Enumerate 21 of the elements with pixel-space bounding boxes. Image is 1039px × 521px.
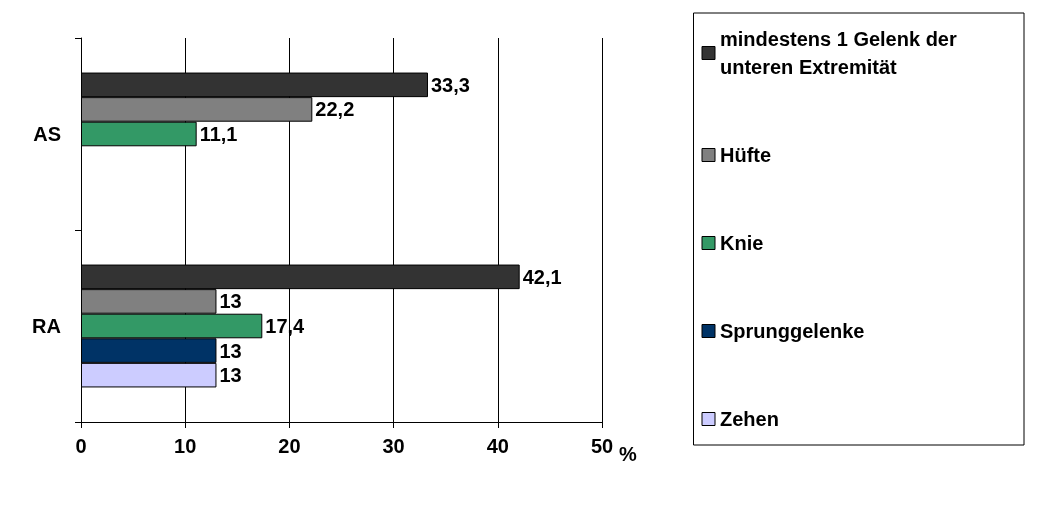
y-tick-label: RA [32, 315, 61, 337]
legend-label: Hüfte [720, 144, 772, 166]
data-label: 33,3 [430, 73, 470, 96]
data-label: 13 [219, 290, 242, 313]
legend-label: Sprunggelenke [720, 320, 865, 342]
data-label: 11,1 [199, 123, 238, 145]
data-label: 13 [219, 364, 242, 387]
data-label: 13 [219, 339, 242, 362]
x-axis-title: % [619, 443, 638, 465]
x-tick-label: 40 [486, 435, 509, 457]
legend-label: Zehen [720, 408, 779, 430]
x-tick-label: 10 [174, 435, 197, 457]
x-tick-label: 20 [278, 435, 301, 457]
data-label: 22,2 [315, 98, 355, 121]
legend-label: mindestens 1 Gelenk der unteren Extremität [720, 28, 963, 78]
x-tick-label: 30 [382, 435, 405, 457]
x-tick-label: 0 [75, 435, 87, 457]
legend-label: Knie [720, 232, 764, 254]
y-tick-label: AS [33, 123, 61, 145]
x-tick-label: 50 [590, 435, 614, 457]
data-label: 42,1 [522, 265, 562, 288]
